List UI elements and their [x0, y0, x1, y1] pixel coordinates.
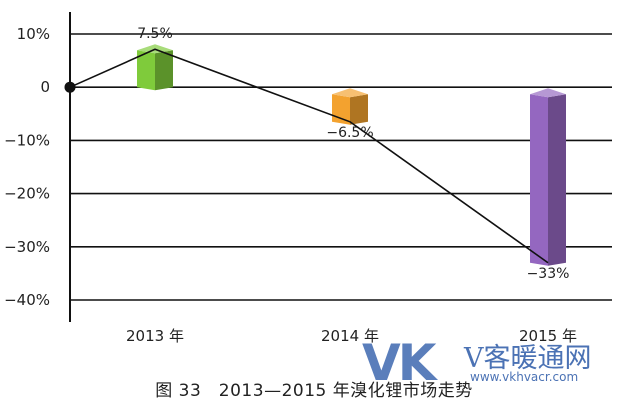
category-label: 2014 年 — [321, 327, 379, 345]
watermark-logo: VK — [362, 334, 436, 392]
bar-top-face — [332, 88, 368, 98]
bar-side-face — [350, 94, 368, 125]
bar — [332, 88, 368, 125]
trend-line — [69, 48, 549, 264]
watermark-site-name: V客暖通网 — [464, 343, 592, 374]
bar-front-face — [137, 50, 155, 91]
bar-top-face — [530, 88, 566, 98]
figure-caption: 图 33 2013—2015 年溴化锂市场走势 — [155, 381, 473, 401]
y-tick-label: −20% — [4, 185, 50, 203]
y-tick-label: 10% — [17, 25, 50, 43]
data-label: −6.5% — [326, 125, 373, 141]
bar — [530, 88, 566, 266]
bar-side-face — [548, 94, 566, 266]
data-label: −33% — [527, 266, 570, 282]
category-label: 2015 年 — [519, 327, 577, 345]
y-tick-label: −10% — [4, 131, 50, 149]
y-tick-label: −40% — [4, 291, 50, 309]
data-label: 7.5% — [137, 26, 173, 42]
watermark-url: www.vkhvacr.com — [470, 370, 579, 384]
y-tick-label: 0 — [40, 78, 50, 96]
bar-front-face — [530, 94, 548, 266]
category-label: 2013 年 — [126, 327, 184, 345]
y-tick-label: −30% — [4, 238, 50, 256]
bar-side-face — [155, 50, 173, 91]
bar — [137, 44, 173, 91]
trend-origin-point — [64, 81, 76, 93]
